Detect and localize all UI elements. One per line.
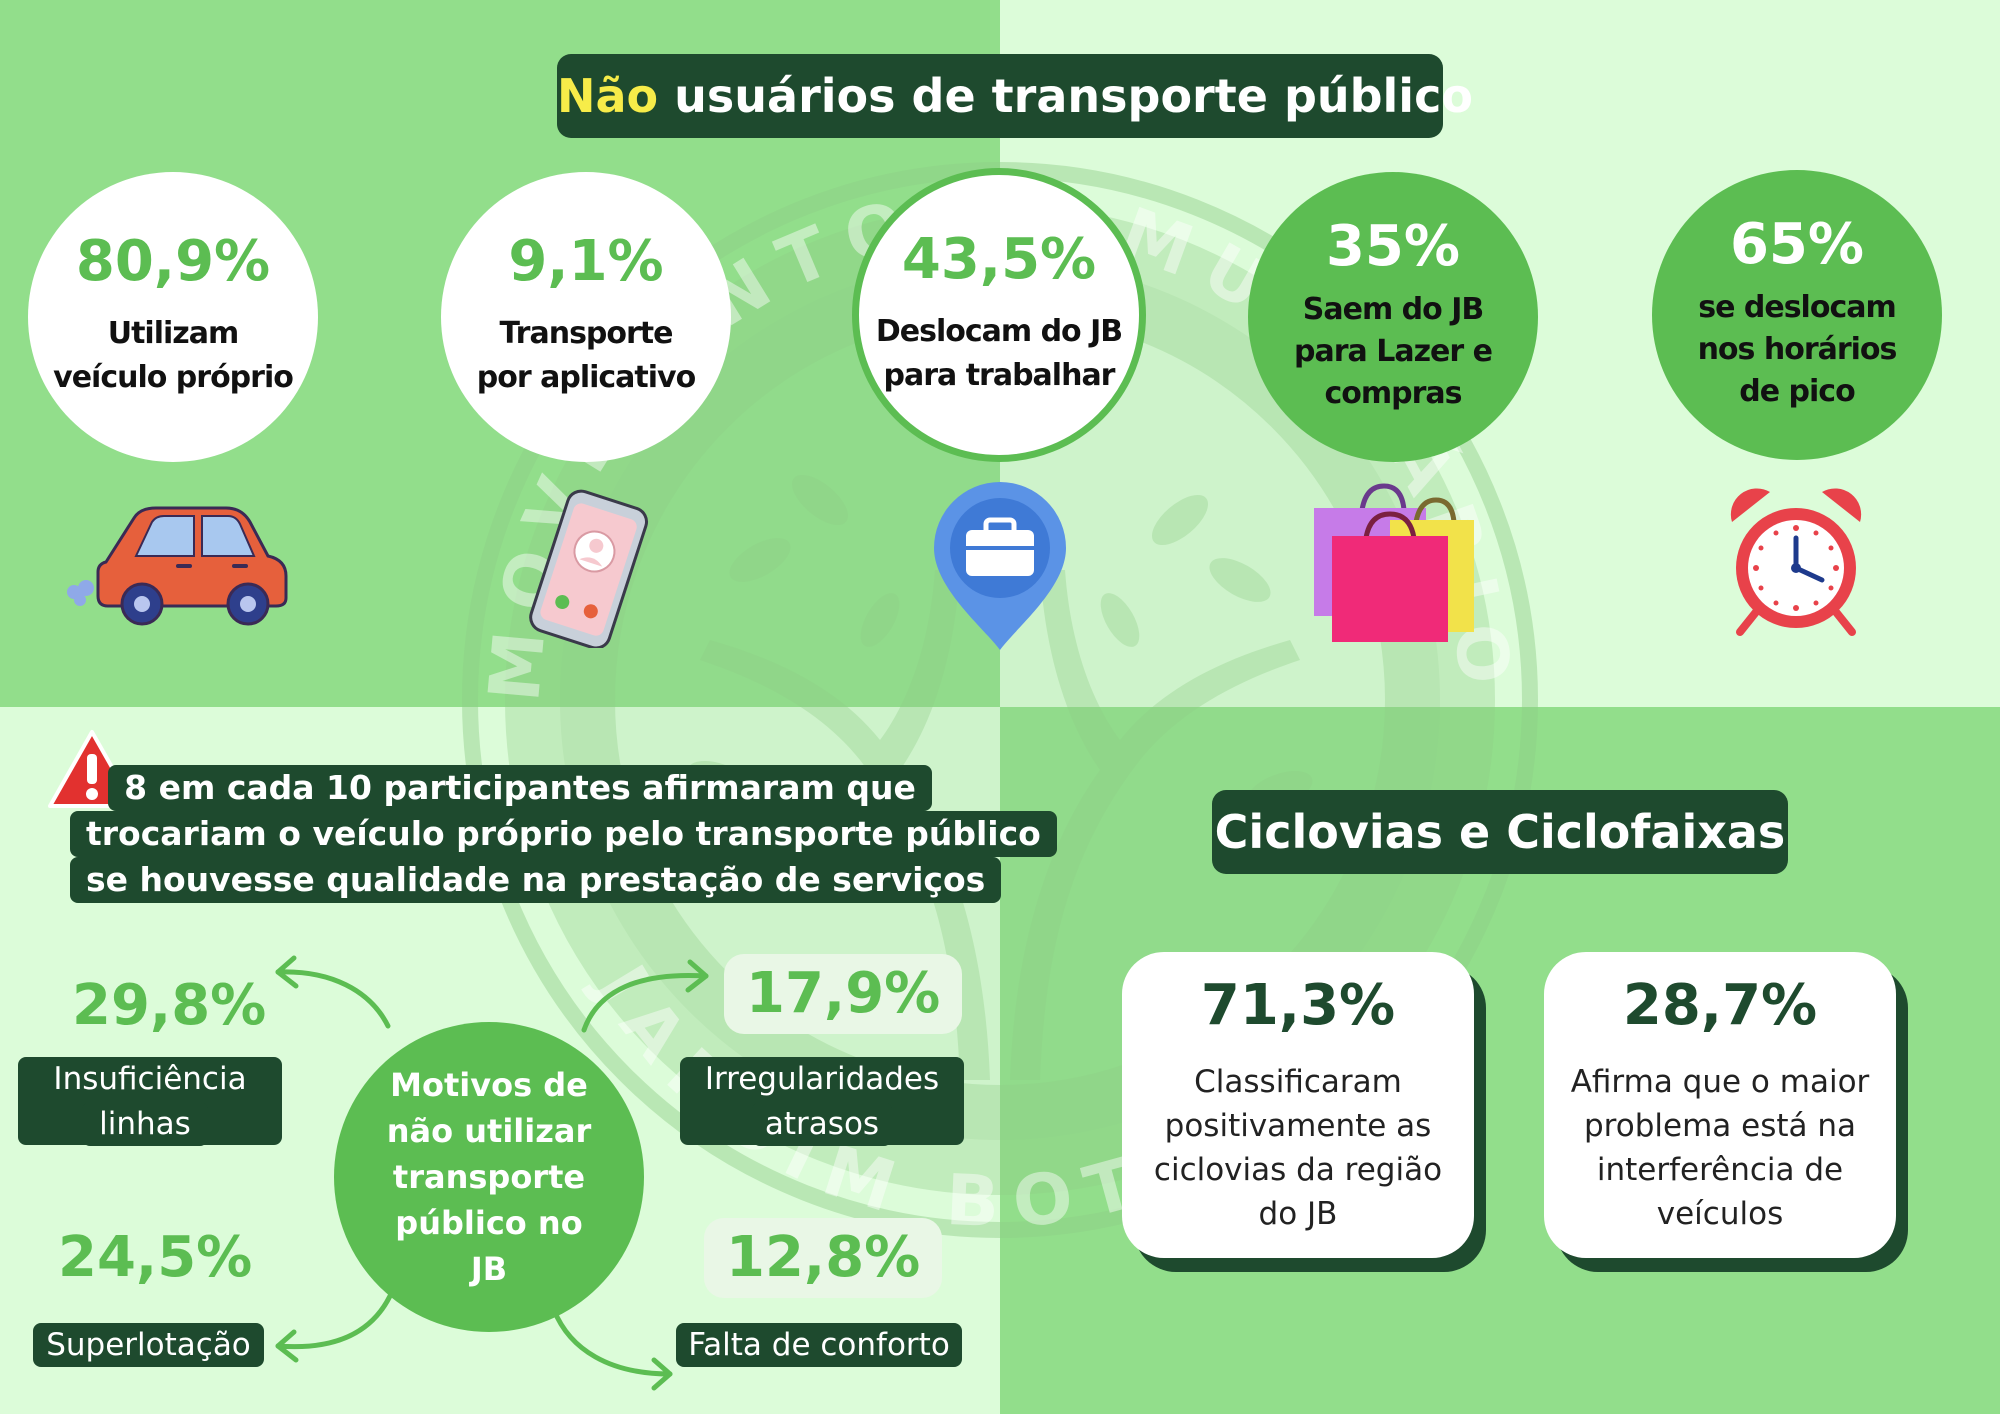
stat-label-line: Deslocam do JB bbox=[875, 314, 1123, 349]
card-value: 71,3% bbox=[1200, 973, 1396, 1038]
alarm-clock-icon bbox=[1730, 488, 1862, 636]
page-title: Não usuários de transporte público bbox=[557, 54, 1473, 138]
stat-circle-work-commute: 43,5% Deslocam do JB para trabalhar bbox=[852, 168, 1146, 462]
stat-label-line: para trabalhar bbox=[883, 358, 1116, 393]
card-line: interferência de bbox=[1596, 1152, 1844, 1188]
stat-value: 43,5% bbox=[901, 227, 1097, 292]
card-line: Classificaram bbox=[1194, 1064, 1402, 1100]
motivo-value: 17,9% bbox=[724, 954, 963, 1034]
briefcase-pin-icon bbox=[934, 482, 1066, 650]
card-line: do JB bbox=[1258, 1196, 1338, 1232]
stat-label-line: para Lazer e bbox=[1294, 334, 1493, 369]
card-value: 28,7% bbox=[1622, 973, 1818, 1038]
warning-line: se houvesse qualidade na prestação de se… bbox=[70, 857, 1002, 903]
motivo-label: Superlotação bbox=[33, 1323, 264, 1367]
motivo-label: Insuficiência de bbox=[18, 1057, 282, 1145]
warning-line: 8 em cada 10 participantes afirmaram que bbox=[108, 765, 932, 811]
card-line: problema está na bbox=[1584, 1108, 1856, 1144]
warning-line: trocariam o veículo próprio pelo transpo… bbox=[70, 811, 1057, 857]
stat-label-line: se deslocam bbox=[1698, 290, 1897, 325]
stat-circle-own-vehicle: 80,9% Utilizam veículo próprio bbox=[28, 172, 318, 462]
stat-label-line: de pico bbox=[1739, 374, 1855, 409]
motivo-label: linhas bbox=[82, 1102, 208, 1146]
stat-circle-app-transport: 9,1% Transporte por aplicativo bbox=[441, 172, 731, 462]
stat-label-line: veículo próprio bbox=[53, 360, 294, 395]
title-rest: usuários de transporte público bbox=[658, 69, 1473, 123]
ciclovias-card-positive: 71,3% Classificaram positivamente as ciclo… bbox=[1122, 952, 1474, 1258]
motivo-value: 29,8% bbox=[72, 973, 267, 1038]
stat-value: 65% bbox=[1729, 212, 1865, 277]
stat-value: 80,9% bbox=[75, 229, 271, 294]
stat-circle-leisure: 35% Saem do JB para Lazer e compras bbox=[1248, 172, 1538, 462]
ciclovias-title: Ciclovias e Ciclofaixas bbox=[1212, 790, 1788, 874]
card-line: positivamente as bbox=[1164, 1108, 1432, 1144]
motivo-label: Falta de conforto bbox=[676, 1323, 962, 1367]
stat-label-line: nos horários bbox=[1697, 332, 1898, 367]
warning-message: 8 em cada 10 participantes afirmaram que… bbox=[70, 765, 1057, 903]
card-line: veículos bbox=[1656, 1196, 1784, 1232]
card-line: Afirma que o maior bbox=[1570, 1064, 1870, 1100]
stat-label-line: Saem do JB bbox=[1302, 292, 1484, 327]
ciclovias-card-problem: 28,7% Afirma que o maior problema está na… bbox=[1544, 952, 1896, 1258]
card-line: ciclovias da região bbox=[1153, 1152, 1443, 1188]
motivos-circle: Motivos de não utilizar transporte públi… bbox=[334, 1022, 644, 1332]
title-highlight: Não bbox=[557, 69, 659, 123]
stat-value: 35% bbox=[1325, 214, 1461, 279]
motivo-value: 24,5% bbox=[58, 1225, 253, 1290]
stat-label-line: compras bbox=[1324, 376, 1462, 411]
car-icon bbox=[67, 506, 288, 626]
shopping-bags-icon bbox=[1314, 483, 1474, 642]
stat-label-line: Utilizam bbox=[107, 316, 240, 351]
stat-circle-peak-hours: 65% se deslocam nos horários de pico bbox=[1652, 170, 1942, 460]
stat-label-line: por aplicativo bbox=[476, 360, 696, 395]
motivo-label: atrasos bbox=[752, 1102, 892, 1146]
stat-label-line: Transporte bbox=[499, 316, 674, 351]
motivo-value: 12,8% bbox=[704, 1218, 943, 1298]
stat-value: 9,1% bbox=[508, 229, 664, 294]
smartphone-icon bbox=[529, 489, 649, 648]
